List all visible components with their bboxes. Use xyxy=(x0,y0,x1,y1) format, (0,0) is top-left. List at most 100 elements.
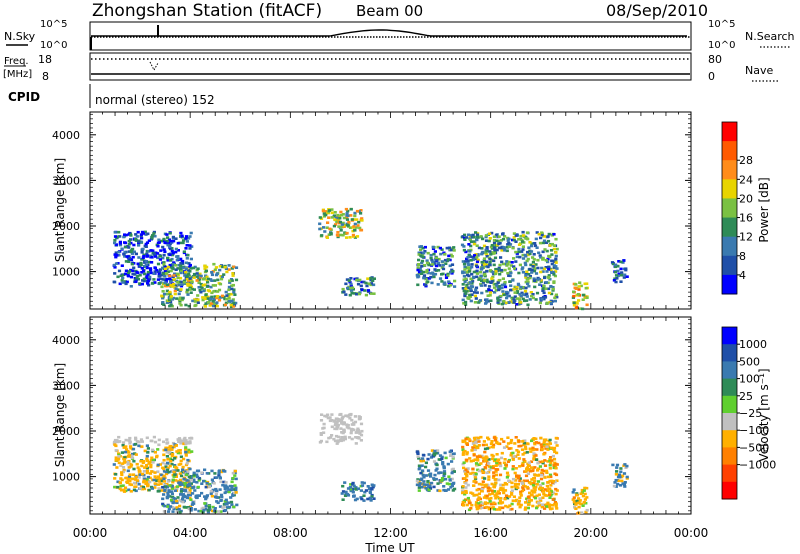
scatter-cell xyxy=(468,238,472,242)
scatter-cell xyxy=(226,501,231,504)
scatter-cell xyxy=(550,300,554,303)
colorbar-tick-label: 4 xyxy=(739,269,746,282)
scatter-cell xyxy=(482,259,486,262)
scatter-cell xyxy=(188,283,192,287)
scatter-cell xyxy=(160,479,164,483)
scatter-cell xyxy=(334,216,338,220)
scatter-cell xyxy=(419,245,423,248)
scatter-cell xyxy=(174,287,178,290)
scatter-cell xyxy=(461,453,465,456)
scatter-cell xyxy=(197,479,201,482)
scatter-cell xyxy=(492,490,496,493)
scatter-cell xyxy=(541,256,545,260)
scatter-cell xyxy=(169,448,173,451)
scatter-cell xyxy=(179,490,183,493)
scatter-cell xyxy=(546,475,550,479)
freq-unit-label: [MHz] xyxy=(3,69,32,80)
scatter-cell xyxy=(523,445,528,449)
scatter-cell xyxy=(192,276,196,279)
scatter-cell xyxy=(343,494,348,497)
scatter-cell xyxy=(224,509,228,512)
scatter-cell xyxy=(139,459,143,463)
scatter-cell xyxy=(499,483,503,487)
scatter-cell xyxy=(485,505,489,509)
scatter-cell xyxy=(506,294,510,297)
scatter-cell xyxy=(573,506,577,509)
scatter-cell xyxy=(185,462,189,465)
scatter-cell xyxy=(149,254,153,258)
scatter-cell xyxy=(150,456,154,460)
scatter-cell xyxy=(231,272,235,275)
scatter-cell xyxy=(140,445,144,448)
scatter-cell xyxy=(326,413,330,417)
scatter-cell xyxy=(541,289,545,292)
scatter-cell xyxy=(190,287,194,291)
scatter-cell xyxy=(211,488,215,492)
scatter-cell xyxy=(542,235,547,238)
scatter-cell xyxy=(422,454,426,457)
scatter-cell xyxy=(473,448,477,452)
scatter-cell xyxy=(549,461,553,465)
scatter-cell xyxy=(369,292,373,295)
scatter-cell xyxy=(358,226,362,230)
scatter-cell xyxy=(625,275,629,278)
colorbar-segment xyxy=(722,378,737,397)
scatter-cell xyxy=(583,498,587,501)
colorbar-segment xyxy=(722,141,737,161)
scatter-cell xyxy=(349,286,353,290)
colorbar-segment xyxy=(722,464,737,483)
colorbar-tick-label: 12 xyxy=(739,231,753,244)
scatter-cell xyxy=(499,246,503,250)
scatter-cell xyxy=(349,277,353,280)
scatter-cell xyxy=(134,239,138,242)
scatter-cell xyxy=(554,251,558,254)
scatter-cell xyxy=(336,440,340,444)
scatter-cell xyxy=(478,270,483,274)
scatter-cell xyxy=(483,458,488,462)
y-tick-label: 4000 xyxy=(52,334,80,347)
scatter-cell xyxy=(482,440,486,443)
scatter-cell xyxy=(227,488,231,491)
scatter-cell xyxy=(504,290,509,294)
scatter-cell xyxy=(528,249,532,253)
scatter-cell xyxy=(130,456,134,459)
scatter-cell xyxy=(204,269,208,273)
scatter-cell xyxy=(427,453,431,456)
scatter-cell xyxy=(233,471,237,475)
scatter-cell xyxy=(442,470,447,473)
scatter-cell xyxy=(176,451,180,455)
scatter-cell xyxy=(223,500,227,503)
scatter-cell xyxy=(532,455,536,459)
scatter-cell xyxy=(536,469,540,472)
scatter-cell xyxy=(549,475,553,479)
noise-traces xyxy=(90,25,690,50)
scatter-cell xyxy=(523,439,527,442)
scatter-cell xyxy=(161,502,165,506)
scatter-cell xyxy=(461,501,465,504)
scatter-cell xyxy=(127,454,132,457)
scatter-cell xyxy=(201,298,205,302)
scatter-cell xyxy=(519,294,523,298)
scatter-cell xyxy=(521,245,525,248)
scatter-cell xyxy=(148,275,152,279)
scatter-cell xyxy=(516,453,520,456)
scatter-cell xyxy=(581,307,585,311)
scatter-cell xyxy=(142,460,146,463)
scatter-cell xyxy=(517,474,521,478)
scatter-cell xyxy=(521,440,525,443)
scatter-cell xyxy=(538,283,542,286)
scatter-cell xyxy=(544,503,548,506)
scatter-cell xyxy=(161,245,165,249)
noise-panel: N.Sky 10^5 10^0 10^5 10^0 N.Search xyxy=(4,19,795,51)
scatter-cell xyxy=(521,461,525,465)
scatter-cell xyxy=(487,462,491,465)
scatter-cell xyxy=(185,496,189,500)
scatter-cell xyxy=(500,451,504,455)
scatter-cell xyxy=(180,488,184,491)
scatter-cell xyxy=(430,258,434,262)
scatter-cell xyxy=(492,239,497,242)
scatter-cell xyxy=(124,282,128,286)
scatter-cell xyxy=(468,439,472,443)
scatter-cell xyxy=(234,278,239,282)
